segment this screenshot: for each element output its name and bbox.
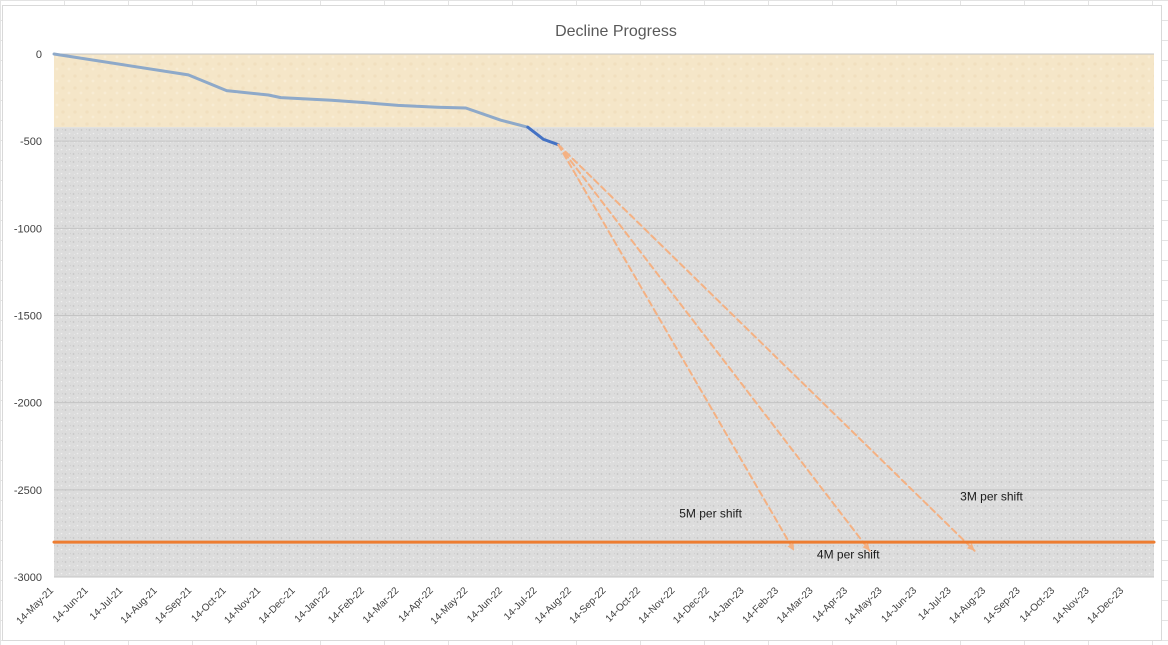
y-tick-label: -1000 bbox=[14, 223, 42, 235]
sand-band bbox=[54, 54, 1154, 128]
x-tick-label: 14-May-23 bbox=[843, 585, 885, 627]
chart-title: Decline Progress bbox=[555, 23, 677, 40]
series-line bbox=[52, 52, 530, 129]
projection-line bbox=[557, 143, 871, 552]
arrowhead bbox=[787, 542, 795, 551]
x-tick-label: 14-Sep-23 bbox=[982, 585, 1023, 626]
x-tick-label: 14-Sep-21 bbox=[153, 585, 194, 626]
y-tick-label: 0 bbox=[36, 49, 42, 61]
rock-band bbox=[54, 127, 1154, 577]
arrowhead bbox=[862, 543, 870, 551]
y-tick-label: -3000 bbox=[14, 572, 42, 584]
y-tick-label: -2000 bbox=[14, 398, 42, 410]
x-tick-label: 14-May-21 bbox=[15, 585, 57, 627]
x-tick-label: 14-Dec-21 bbox=[257, 585, 298, 626]
x-tick-label: 14-Jun-23 bbox=[880, 585, 920, 625]
x-tick-label: 14-Mar-23 bbox=[775, 585, 816, 626]
x-tick-label: 14-Dec-23 bbox=[1085, 585, 1126, 626]
shift-rate-annotation: 5M per shift bbox=[679, 507, 742, 521]
shift-rate-annotation: 4M per shift bbox=[817, 548, 880, 562]
x-tick-label: 14-May-22 bbox=[429, 585, 471, 627]
x-tick-label: 14-Sep-22 bbox=[568, 585, 609, 626]
series-line bbox=[526, 125, 560, 147]
x-tick-label: 14-Jun-22 bbox=[465, 585, 505, 625]
x-tick-label: 14-Jun-21 bbox=[51, 585, 91, 625]
y-tick-label: -2500 bbox=[14, 485, 42, 497]
y-tick-label: -500 bbox=[20, 136, 42, 148]
arrowhead bbox=[967, 543, 975, 551]
x-tick-label: 14-Dec-22 bbox=[671, 585, 712, 626]
projection-line bbox=[557, 143, 976, 552]
projection-line bbox=[557, 143, 796, 552]
x-tick-label: 14-Feb-23 bbox=[741, 585, 782, 626]
x-tick-label: 14-Mar-22 bbox=[361, 585, 402, 626]
y-tick-label: -1500 bbox=[14, 311, 42, 323]
shift-rate-annotation: 3M per shift bbox=[960, 489, 1023, 503]
x-tick-label: 14-Feb-22 bbox=[326, 585, 367, 626]
